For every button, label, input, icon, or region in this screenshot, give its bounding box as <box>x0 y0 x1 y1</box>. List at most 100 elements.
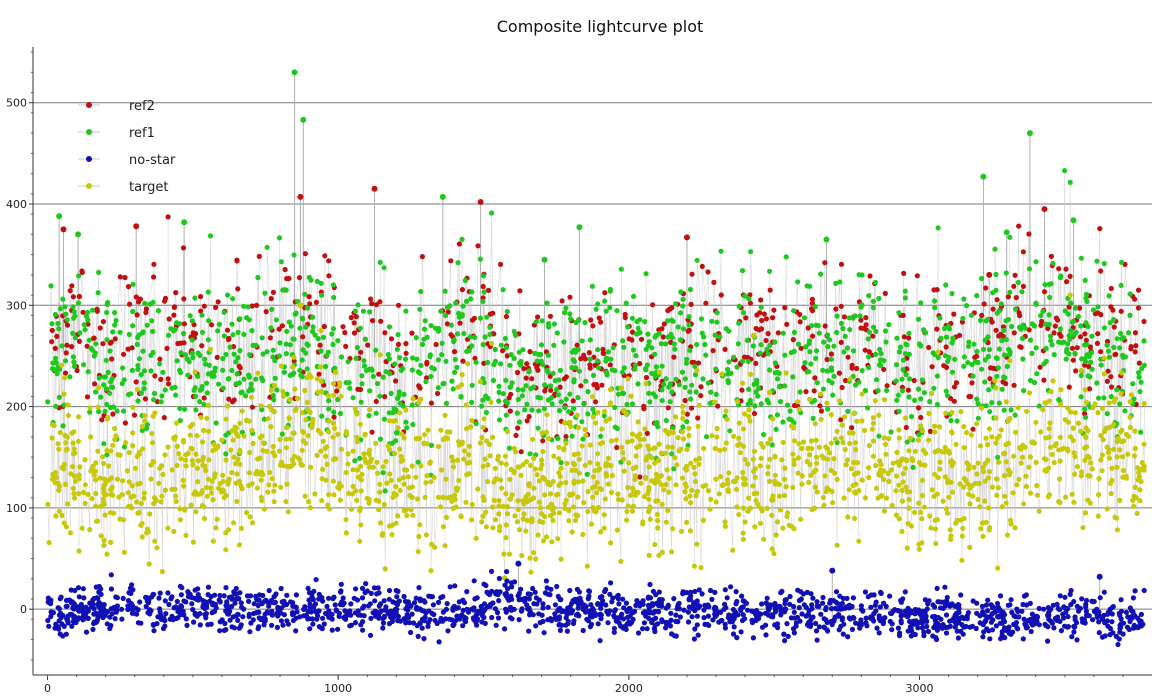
data-point <box>181 321 187 327</box>
data-point <box>448 258 454 264</box>
data-point <box>1079 469 1085 475</box>
data-point <box>1137 389 1143 395</box>
data-point-peak <box>133 223 140 230</box>
data-point <box>63 350 69 356</box>
data-point <box>814 489 820 495</box>
data-point <box>192 369 198 375</box>
data-point <box>112 336 118 342</box>
data-point <box>881 468 887 474</box>
data-point <box>739 380 746 386</box>
data-point <box>906 335 912 341</box>
data-point <box>183 599 189 605</box>
data-point <box>487 324 493 330</box>
data-point <box>76 615 82 621</box>
data-point <box>1118 282 1124 288</box>
data-point <box>268 424 274 430</box>
data-point <box>246 317 252 323</box>
data-point <box>88 434 94 440</box>
data-point <box>173 493 179 499</box>
data-point <box>137 296 143 302</box>
data-point <box>824 368 830 374</box>
data-point <box>1047 294 1053 300</box>
data-point <box>1013 295 1019 301</box>
data-point <box>481 416 487 422</box>
data-point <box>888 467 895 473</box>
data-point <box>418 463 424 469</box>
data-point <box>881 476 887 483</box>
data-point <box>670 318 676 324</box>
data-point <box>987 376 993 382</box>
data-point <box>693 389 699 395</box>
data-point <box>990 306 996 312</box>
data-point <box>479 403 485 409</box>
data-point <box>750 456 756 462</box>
data-point <box>1007 234 1013 240</box>
data-point <box>983 519 989 525</box>
data-point <box>798 516 804 523</box>
data-point <box>624 508 630 514</box>
data-point <box>834 313 840 319</box>
data-point <box>684 419 690 425</box>
data-point <box>782 352 788 358</box>
data-point <box>687 347 693 353</box>
data-point <box>934 491 941 497</box>
data-point <box>769 442 775 448</box>
data-point <box>331 414 337 420</box>
data-point <box>1104 378 1110 384</box>
data-point <box>911 377 917 384</box>
data-point <box>770 315 776 321</box>
data-point <box>135 398 141 404</box>
data-point <box>740 426 747 432</box>
data-point <box>538 466 544 472</box>
data-point <box>965 360 971 366</box>
data-point <box>235 617 241 624</box>
data-point <box>541 630 547 636</box>
data-point <box>616 601 622 607</box>
data-point <box>515 387 521 393</box>
data-point <box>895 392 902 398</box>
data-point <box>335 431 341 437</box>
data-point <box>970 493 976 499</box>
data-point <box>686 425 692 431</box>
data-point <box>608 463 614 469</box>
data-point <box>235 329 241 335</box>
data-point <box>742 519 748 525</box>
data-point <box>849 365 855 371</box>
data-point <box>944 393 951 399</box>
data-point <box>417 598 423 604</box>
data-point <box>62 304 68 310</box>
data-point <box>782 305 788 311</box>
data-point <box>723 440 729 446</box>
data-point <box>249 303 255 309</box>
data-point <box>619 369 626 375</box>
data-point <box>993 385 999 391</box>
data-point <box>698 384 704 390</box>
data-point <box>961 296 967 302</box>
data-point <box>237 420 243 426</box>
data-point <box>304 399 310 405</box>
data-point <box>722 625 729 631</box>
data-point <box>575 394 581 401</box>
data-point <box>314 452 320 458</box>
data-point <box>199 439 206 445</box>
data-point <box>765 351 771 357</box>
data-point <box>1061 445 1067 451</box>
data-point <box>48 283 54 289</box>
data-point <box>1042 282 1048 288</box>
data-point <box>109 611 115 617</box>
data-point <box>583 432 589 438</box>
data-point <box>460 358 466 364</box>
data-point <box>441 495 447 501</box>
data-point <box>556 614 563 620</box>
data-point <box>59 343 65 349</box>
data-point <box>777 399 784 405</box>
data-point <box>377 481 383 487</box>
data-point <box>479 519 485 525</box>
data-point <box>602 408 608 414</box>
data-point <box>675 324 681 330</box>
data-point <box>435 443 442 450</box>
data-point <box>291 461 297 467</box>
data-point <box>132 465 138 471</box>
data-point <box>335 626 341 632</box>
data-point <box>1141 318 1147 325</box>
